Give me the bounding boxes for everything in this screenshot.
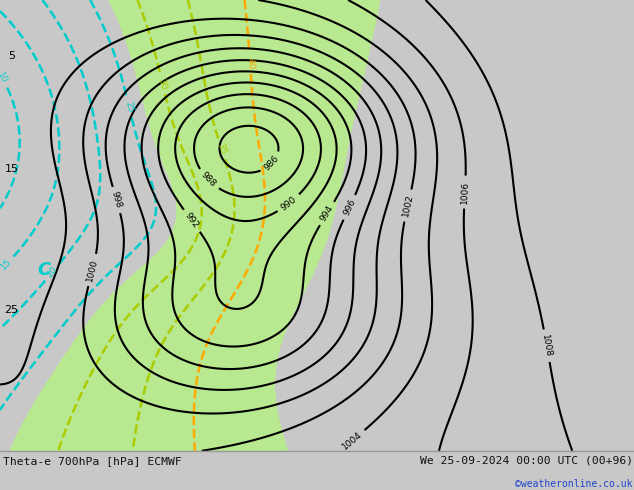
Text: Theta-e 700hPa [hPa] ECMWF: Theta-e 700hPa [hPa] ECMWF — [3, 456, 182, 466]
Text: 40: 40 — [245, 57, 255, 69]
Text: 988: 988 — [199, 171, 217, 189]
Text: 1008: 1008 — [540, 334, 553, 358]
Text: We 25-09-2024 00:00 UTC (00+96): We 25-09-2024 00:00 UTC (00+96) — [420, 456, 633, 466]
Text: 30: 30 — [157, 77, 168, 90]
Text: C: C — [38, 262, 51, 279]
Text: 5: 5 — [8, 51, 15, 61]
Text: 15: 15 — [0, 257, 13, 272]
Text: 994: 994 — [319, 204, 335, 223]
Text: 990: 990 — [280, 195, 299, 212]
Text: 1002: 1002 — [401, 194, 415, 218]
Text: 25: 25 — [4, 305, 18, 315]
Text: 986: 986 — [262, 154, 281, 172]
Text: 992: 992 — [183, 211, 200, 230]
Text: ©weatheronline.co.uk: ©weatheronline.co.uk — [515, 479, 633, 489]
Text: 20: 20 — [45, 265, 59, 280]
Text: 25: 25 — [124, 101, 135, 114]
Text: 1006: 1006 — [460, 180, 470, 204]
Text: 15: 15 — [4, 164, 18, 174]
Text: 996: 996 — [342, 197, 357, 217]
Text: 10: 10 — [0, 71, 9, 85]
Text: 998: 998 — [110, 191, 123, 210]
Text: 35: 35 — [216, 142, 228, 156]
Text: 1004: 1004 — [340, 430, 364, 451]
Text: 1000: 1000 — [86, 258, 100, 282]
